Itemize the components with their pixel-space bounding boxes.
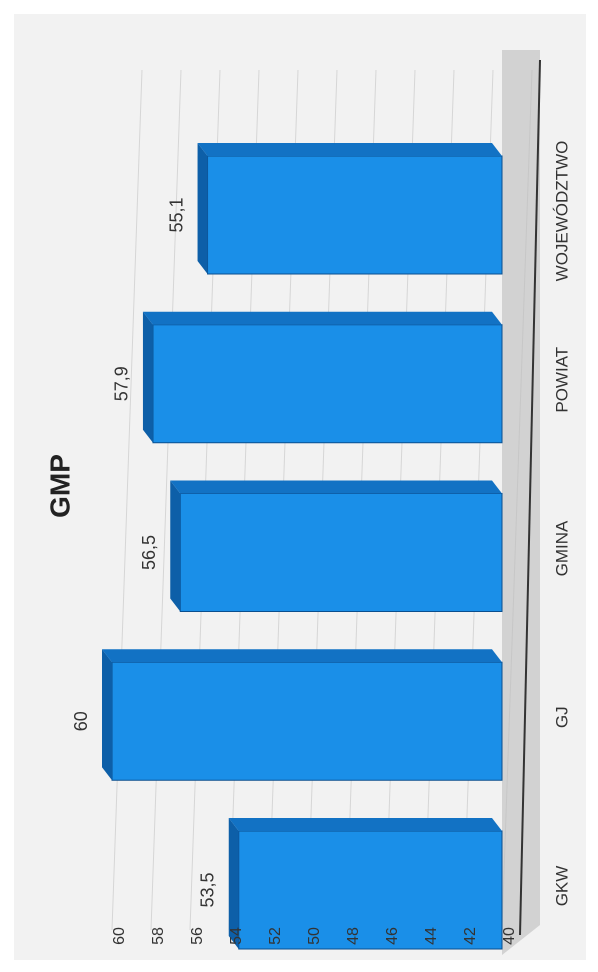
chart-floor [502, 50, 540, 955]
bar-top-powiat [142, 311, 153, 443]
category-label-gkw: GKW [552, 866, 571, 907]
bars [102, 143, 503, 950]
gridline [111, 69, 143, 931]
tick-label-60: 60 [111, 927, 128, 945]
tick-label-56: 56 [189, 927, 206, 945]
gridline [150, 69, 182, 931]
category-label-gmina: GMINA [552, 520, 571, 576]
bar-side-powiat [142, 311, 502, 325]
category-axis-line [519, 59, 541, 936]
bar-top-województwo [197, 143, 208, 274]
tick-label-46: 46 [384, 927, 401, 945]
bar-front-gj [111, 661, 503, 781]
category-label-województwo: WOJEWÓDZTWO [552, 141, 571, 282]
tick-label-42: 42 [462, 927, 479, 945]
bar-side-gmina [170, 480, 502, 494]
bar-side-gkw [228, 818, 502, 831]
category-label-gj: GJ [552, 706, 571, 728]
tick-label-40: 40 [501, 927, 518, 945]
bar-front-gmina [179, 493, 503, 612]
value-label-gj: 60 [71, 711, 91, 731]
value-labels: 53,5 60 56,5 57,9 55,1 [71, 197, 218, 907]
bar-side-gj [102, 649, 502, 663]
bar-top-gj [102, 649, 112, 781]
tick-label-58: 58 [150, 927, 167, 945]
bar-front-województwo [207, 155, 503, 275]
bar-top-gkw [228, 818, 239, 949]
tick-label-48: 48 [345, 927, 362, 945]
value-label-powiat: 57,9 [112, 366, 132, 401]
value-label-gmina: 56,5 [139, 535, 159, 570]
tick-label-44: 44 [423, 927, 440, 945]
bar-front-powiat [152, 324, 503, 444]
category-label-powiat: POWIAT [552, 347, 571, 413]
category-labels: GKW GJ GMINA POWIAT WOJEWÓDZTWO [552, 141, 571, 907]
chart-title: GMP [44, 454, 75, 518]
tick-label-54: 54 [228, 927, 245, 945]
value-axis-ticks: 40 42 44 46 48 50 52 54 56 58 60 [111, 927, 518, 945]
value-label-gkw: 53,5 [198, 872, 218, 907]
tick-label-52: 52 [267, 927, 284, 945]
value-label-województwo: 55,1 [166, 197, 186, 232]
tick-label-50: 50 [306, 927, 323, 945]
bar-side-województwo [197, 143, 503, 156]
bar-top-gmina [170, 480, 181, 612]
